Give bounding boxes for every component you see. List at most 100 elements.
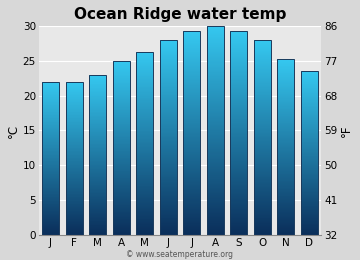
Bar [136, 198, 153, 199]
Bar [136, 75, 153, 76]
Bar [278, 87, 294, 88]
Bar [66, 200, 82, 201]
Bar [136, 149, 153, 150]
Bar [66, 145, 82, 146]
Bar [254, 71, 271, 72]
Bar [136, 80, 153, 81]
Bar [66, 107, 82, 108]
Bar [160, 179, 177, 180]
Bar [66, 220, 82, 221]
Bar [230, 179, 247, 180]
Bar [136, 179, 153, 180]
Bar [254, 180, 271, 181]
Bar [183, 183, 200, 184]
Bar [301, 152, 318, 153]
Bar [183, 220, 200, 221]
Bar [160, 55, 177, 56]
Bar [230, 52, 247, 53]
Bar [278, 120, 294, 121]
Bar [230, 84, 247, 86]
Bar [113, 184, 130, 185]
Bar [254, 161, 271, 162]
Bar [183, 53, 200, 54]
Bar [42, 124, 59, 125]
Bar [136, 166, 153, 167]
Bar [89, 75, 106, 76]
Bar [183, 140, 200, 141]
Bar [160, 127, 177, 128]
Bar [89, 75, 106, 235]
Bar [301, 138, 318, 139]
Bar [66, 98, 82, 99]
Bar [207, 28, 224, 29]
Bar [207, 187, 224, 188]
Bar [301, 168, 318, 169]
Bar [207, 116, 224, 117]
Bar [301, 229, 318, 230]
Bar [207, 44, 224, 45]
Bar [89, 167, 106, 168]
Bar [66, 122, 82, 123]
Bar [42, 105, 59, 106]
Bar [207, 199, 224, 200]
Bar [278, 220, 294, 221]
Bar [66, 196, 82, 197]
Bar [183, 146, 200, 147]
Bar [207, 37, 224, 38]
Bar [89, 219, 106, 220]
Bar [113, 230, 130, 231]
Bar [230, 144, 247, 145]
Bar [301, 93, 318, 94]
Bar [254, 143, 271, 144]
Bar [160, 171, 177, 172]
Bar [278, 139, 294, 140]
Bar [160, 117, 177, 118]
Bar [230, 111, 247, 112]
Bar [113, 116, 130, 118]
Bar [207, 134, 224, 135]
Bar [254, 167, 271, 168]
Bar [301, 164, 318, 165]
Bar [66, 131, 82, 132]
Bar [278, 185, 294, 186]
Bar [301, 145, 318, 146]
Bar [183, 90, 200, 92]
Bar [113, 205, 130, 206]
Bar [89, 166, 106, 167]
Bar [66, 114, 82, 115]
Bar [42, 128, 59, 129]
Bar [301, 195, 318, 196]
Bar [66, 205, 82, 206]
Bar [301, 124, 318, 125]
Bar [230, 88, 247, 89]
Bar [207, 68, 224, 69]
Bar [136, 67, 153, 68]
Bar [207, 206, 224, 207]
Bar [254, 152, 271, 153]
Bar [160, 223, 177, 224]
Bar [254, 82, 271, 83]
Bar [278, 60, 294, 61]
Bar [278, 59, 294, 235]
Bar [301, 209, 318, 210]
Bar [66, 147, 82, 148]
Bar [207, 126, 224, 127]
Bar [136, 142, 153, 143]
Bar [42, 147, 59, 148]
Bar [207, 219, 224, 220]
Bar [207, 55, 224, 56]
Bar [230, 154, 247, 155]
Bar [160, 58, 177, 59]
Bar [301, 158, 318, 159]
Bar [230, 128, 247, 129]
Bar [66, 136, 82, 137]
Bar [230, 60, 247, 61]
Bar [254, 84, 271, 85]
Bar [207, 57, 224, 58]
Bar [136, 224, 153, 225]
Bar [301, 89, 318, 90]
Bar [183, 89, 200, 90]
Bar [183, 83, 200, 85]
Bar [207, 67, 224, 68]
Bar [278, 109, 294, 110]
